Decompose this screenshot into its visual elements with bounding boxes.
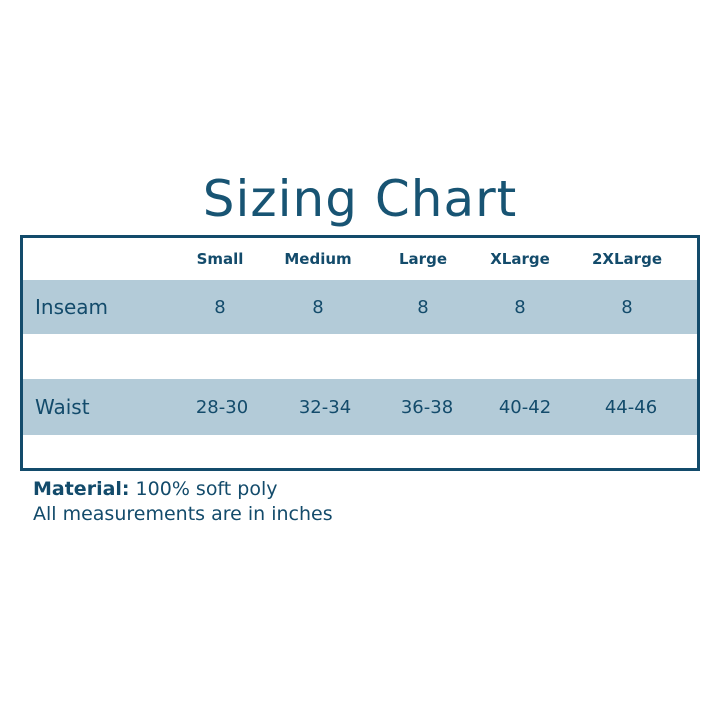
table-cell: 40-42 bbox=[498, 396, 552, 418]
table-cell: 44-46 bbox=[604, 396, 658, 418]
row-label: Waist bbox=[35, 395, 90, 419]
table-cell: 32-34 bbox=[298, 396, 352, 418]
material-note: Material: 100% soft poly bbox=[33, 477, 333, 502]
material-value: 100% soft poly bbox=[129, 478, 278, 500]
column-header: 2XLarge bbox=[592, 250, 662, 268]
table-cell: 8 bbox=[417, 296, 429, 318]
table-cell: 8 bbox=[621, 296, 633, 318]
table-cell: 8 bbox=[312, 296, 324, 318]
column-header: Small bbox=[196, 250, 244, 268]
table-cell: 28-30 bbox=[195, 396, 249, 418]
table-cell: 36-38 bbox=[400, 396, 454, 418]
page-title: Sizing Chart bbox=[202, 170, 518, 228]
column-header: Large bbox=[399, 250, 447, 268]
units-note: All measurements are in inches bbox=[33, 503, 333, 525]
column-header: Medium bbox=[284, 250, 352, 268]
table-row: Inseam 8 8 8 8 8 bbox=[23, 280, 697, 334]
notes: Material: 100% soft poly All measurement… bbox=[33, 477, 333, 527]
column-header: XLarge bbox=[490, 250, 550, 268]
sizing-table: Small Medium Large XLarge 2XLarge Inseam… bbox=[20, 235, 700, 471]
header-row: Small Medium Large XLarge 2XLarge bbox=[23, 238, 697, 280]
table-cell: 8 bbox=[514, 296, 526, 318]
row-label: Inseam bbox=[35, 295, 109, 319]
table-row: Waist 28-30 32-34 36-38 40-42 44-46 bbox=[23, 379, 697, 435]
table-cell: 8 bbox=[214, 296, 226, 318]
material-label: Material: bbox=[33, 478, 130, 500]
